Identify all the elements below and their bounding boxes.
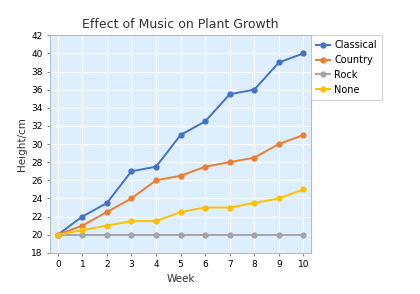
Country <box>202 165 207 168</box>
Country <box>55 233 60 236</box>
Rock <box>252 233 257 236</box>
Country <box>227 161 232 164</box>
Classical <box>154 165 159 168</box>
None <box>80 228 85 232</box>
Classical <box>252 88 257 91</box>
Classical <box>80 215 85 218</box>
Classical <box>105 201 110 205</box>
None <box>105 224 110 228</box>
None <box>55 233 60 236</box>
None <box>154 219 159 223</box>
Rock <box>301 233 306 236</box>
Rock <box>276 233 281 236</box>
Line: Rock: Rock <box>55 232 306 237</box>
Rock <box>55 233 60 236</box>
None <box>202 206 207 209</box>
Country <box>154 178 159 182</box>
None <box>129 219 134 223</box>
Country <box>301 133 306 137</box>
Classical <box>178 133 183 137</box>
Country <box>80 224 85 228</box>
None <box>301 188 306 191</box>
Rock <box>129 233 134 236</box>
Country <box>276 142 281 146</box>
Classical <box>55 233 60 236</box>
None <box>276 197 281 200</box>
Country <box>129 197 134 200</box>
Classical <box>301 52 306 55</box>
Classical <box>202 120 207 123</box>
Classical <box>276 61 281 64</box>
Country <box>178 174 183 178</box>
Y-axis label: Height/cm: Height/cm <box>17 117 27 171</box>
Rock <box>227 233 232 236</box>
Classical <box>227 92 232 96</box>
None <box>227 206 232 209</box>
Rock <box>80 233 85 236</box>
Rock <box>178 233 183 236</box>
Line: None: None <box>55 187 306 237</box>
Legend: Classical, Country, Rock, None: Classical, Country, Rock, None <box>311 35 382 100</box>
Country <box>105 210 110 214</box>
Line: Country: Country <box>55 133 306 237</box>
Title: Effect of Music on Plant Growth: Effect of Music on Plant Growth <box>82 18 279 31</box>
Rock <box>202 233 207 236</box>
None <box>252 201 257 205</box>
Rock <box>105 233 110 236</box>
Rock <box>154 233 159 236</box>
None <box>178 210 183 214</box>
X-axis label: Week: Week <box>166 274 195 284</box>
Line: Classical: Classical <box>55 51 306 237</box>
Country <box>252 156 257 159</box>
Classical <box>129 169 134 173</box>
